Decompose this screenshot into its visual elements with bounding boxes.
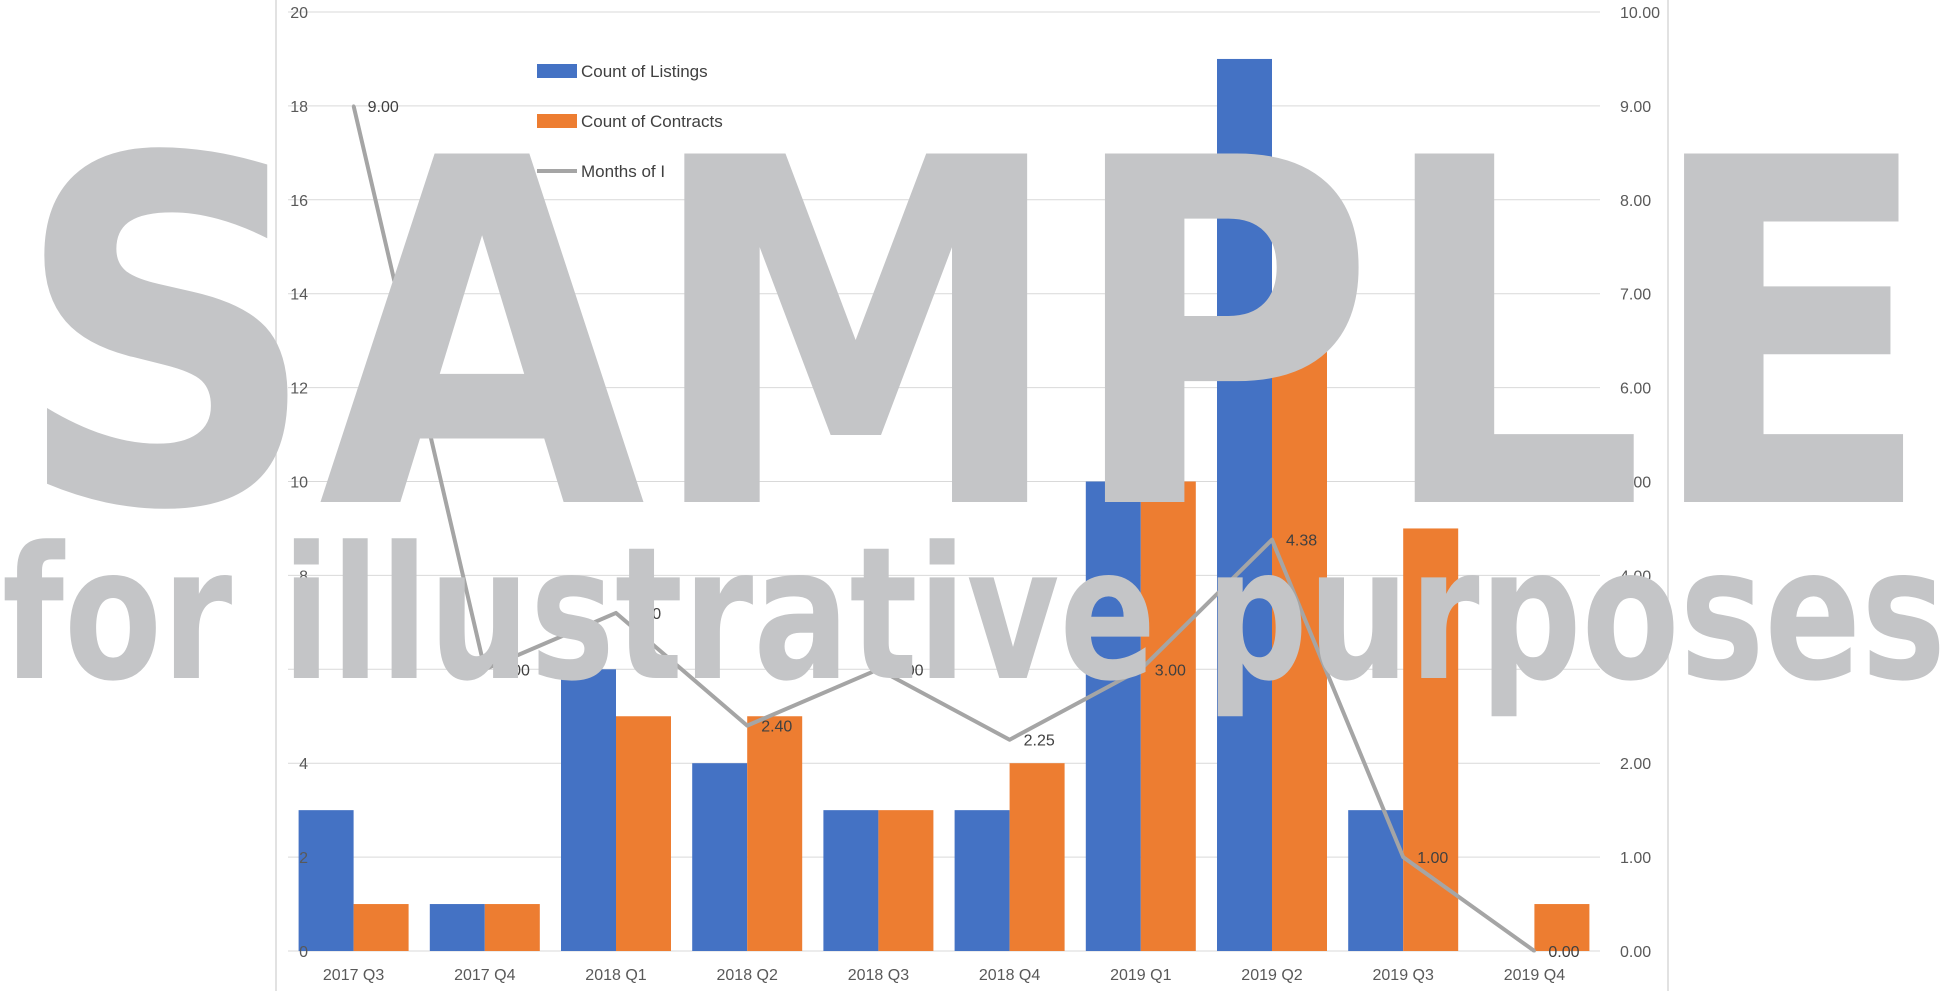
data-label: 9.00 bbox=[368, 99, 399, 116]
y-right-tick-label: 8.00 bbox=[1620, 193, 1651, 210]
data-label: 1.00 bbox=[1417, 850, 1448, 867]
months-of-inventory-point bbox=[745, 724, 749, 728]
contracts-bar bbox=[484, 904, 540, 951]
y-left-tick-label: 2 bbox=[299, 850, 308, 867]
data-label: 3.00 bbox=[499, 662, 530, 679]
x-tick-label: 2019 Q2 bbox=[1241, 967, 1302, 984]
months-of-inventory-point bbox=[483, 667, 487, 671]
months-of-inventory-point bbox=[1401, 855, 1405, 859]
y-left-tick-label: 12 bbox=[290, 381, 308, 398]
months-of-inventory-point bbox=[876, 667, 880, 671]
y-left-tick-label: 4 bbox=[299, 756, 308, 773]
y-right-tick-label: 2.00 bbox=[1620, 756, 1651, 773]
contracts-bar bbox=[1140, 481, 1196, 951]
y-right-tick-label: 1.00 bbox=[1620, 850, 1651, 867]
y-left-tick-label: 16 bbox=[290, 193, 308, 210]
y-left-tick-label: 20 bbox=[290, 5, 308, 22]
y-left-tick-label: 18 bbox=[290, 99, 308, 116]
y-right-tick-label: 6.00 bbox=[1620, 381, 1651, 398]
data-label: 4.38 bbox=[1286, 533, 1317, 550]
x-tick-label: 2017 Q3 bbox=[323, 967, 384, 984]
listings-bar bbox=[692, 763, 748, 951]
watermark-subtitle: for illustrative purposes bbox=[2, 508, 1944, 722]
listings-bar bbox=[298, 810, 354, 951]
contracts-bar bbox=[878, 810, 934, 951]
months-of-inventory-point bbox=[1270, 538, 1274, 542]
contracts-bar bbox=[1403, 528, 1459, 951]
contracts-bar bbox=[616, 716, 671, 951]
data-label: 3.60 bbox=[630, 606, 661, 623]
legend-label: Months of I bbox=[581, 162, 665, 181]
x-tick-label: 2017 Q4 bbox=[454, 967, 515, 984]
data-label: 2.40 bbox=[761, 719, 792, 736]
months-of-inventory-point bbox=[614, 611, 618, 615]
legend-label: Count of Contracts bbox=[581, 112, 723, 131]
months-of-inventory-point bbox=[352, 104, 356, 108]
months-of-inventory-line bbox=[351, 105, 1536, 953]
months-of-inventory-point bbox=[1008, 738, 1012, 742]
contracts-bar bbox=[747, 716, 803, 951]
y-right-tick-label: 0.00 bbox=[1620, 944, 1651, 961]
y-right-tick-label: 9.00 bbox=[1620, 99, 1651, 116]
x-tick-label: 2019 Q3 bbox=[1373, 967, 1434, 984]
listings-bar bbox=[1348, 810, 1404, 951]
x-tick-label: 2019 Q1 bbox=[1110, 967, 1171, 984]
bars bbox=[298, 58, 1590, 951]
x-tick-label: 2018 Q4 bbox=[979, 967, 1040, 984]
y-right-tick-label: 10.00 bbox=[1620, 5, 1660, 22]
y-right-tick-label: 5.00 bbox=[1620, 475, 1651, 492]
data-label: 0.00 bbox=[1548, 944, 1579, 961]
data-labels: 9.00 3.00 3.60 2.40 3.00 2.25 3.00 4.38 1.00 0.00 bbox=[368, 99, 1580, 961]
contracts-bar bbox=[1272, 293, 1327, 951]
watermark: SAMPLE for illustrative purposes bbox=[2, 58, 1944, 722]
line-series bbox=[351, 104, 1536, 953]
legend-swatch-1 bbox=[537, 114, 577, 128]
y-right-tick-label: 3.00 bbox=[1620, 662, 1651, 679]
listings-bar bbox=[561, 669, 616, 951]
listings-bar bbox=[823, 810, 879, 951]
contracts-bar bbox=[1009, 763, 1065, 951]
listings-bar bbox=[954, 810, 1010, 951]
x-tick-label: 2018 Q1 bbox=[585, 967, 646, 984]
y-left-tick-label: 14 bbox=[290, 287, 308, 304]
data-label: 3.00 bbox=[1155, 662, 1186, 679]
legend-label: Count of Listings bbox=[581, 62, 708, 81]
data-label: 3.00 bbox=[892, 662, 923, 679]
axes: 0 2 4 6 8 10 12 14 16 18 20 0.00 1.00 2.00 3.00 4.00 5.0… bbox=[290, 5, 1660, 984]
months-of-inventory-point bbox=[1139, 667, 1143, 671]
x-tick-label: 2018 Q2 bbox=[717, 967, 778, 984]
contracts-bar bbox=[1534, 904, 1590, 951]
x-tick-label: 2019 Q4 bbox=[1504, 967, 1565, 984]
y-left-tick-label: 6 bbox=[299, 662, 308, 679]
legend: Count of Listings Count of Contracts Month… bbox=[537, 62, 723, 181]
legend-swatch-0 bbox=[537, 64, 577, 78]
listings-bar bbox=[429, 904, 485, 951]
y-left-tick-label: 10 bbox=[290, 475, 308, 492]
y-right-tick-label: 7.00 bbox=[1620, 287, 1651, 304]
y-right-tick-label: 4.00 bbox=[1620, 568, 1651, 585]
listings-bar bbox=[1217, 58, 1272, 951]
y-left-tick-label: 8 bbox=[299, 568, 308, 585]
x-tick-label: 2018 Q3 bbox=[848, 967, 909, 984]
months-of-inventory-point bbox=[1532, 949, 1536, 953]
data-label: 2.25 bbox=[1024, 733, 1055, 750]
y-left-tick-label: 0 bbox=[299, 944, 308, 961]
listings-bar bbox=[1085, 481, 1141, 951]
watermark-sample: SAMPLE bbox=[14, 58, 1934, 615]
contracts-bar bbox=[353, 904, 409, 951]
